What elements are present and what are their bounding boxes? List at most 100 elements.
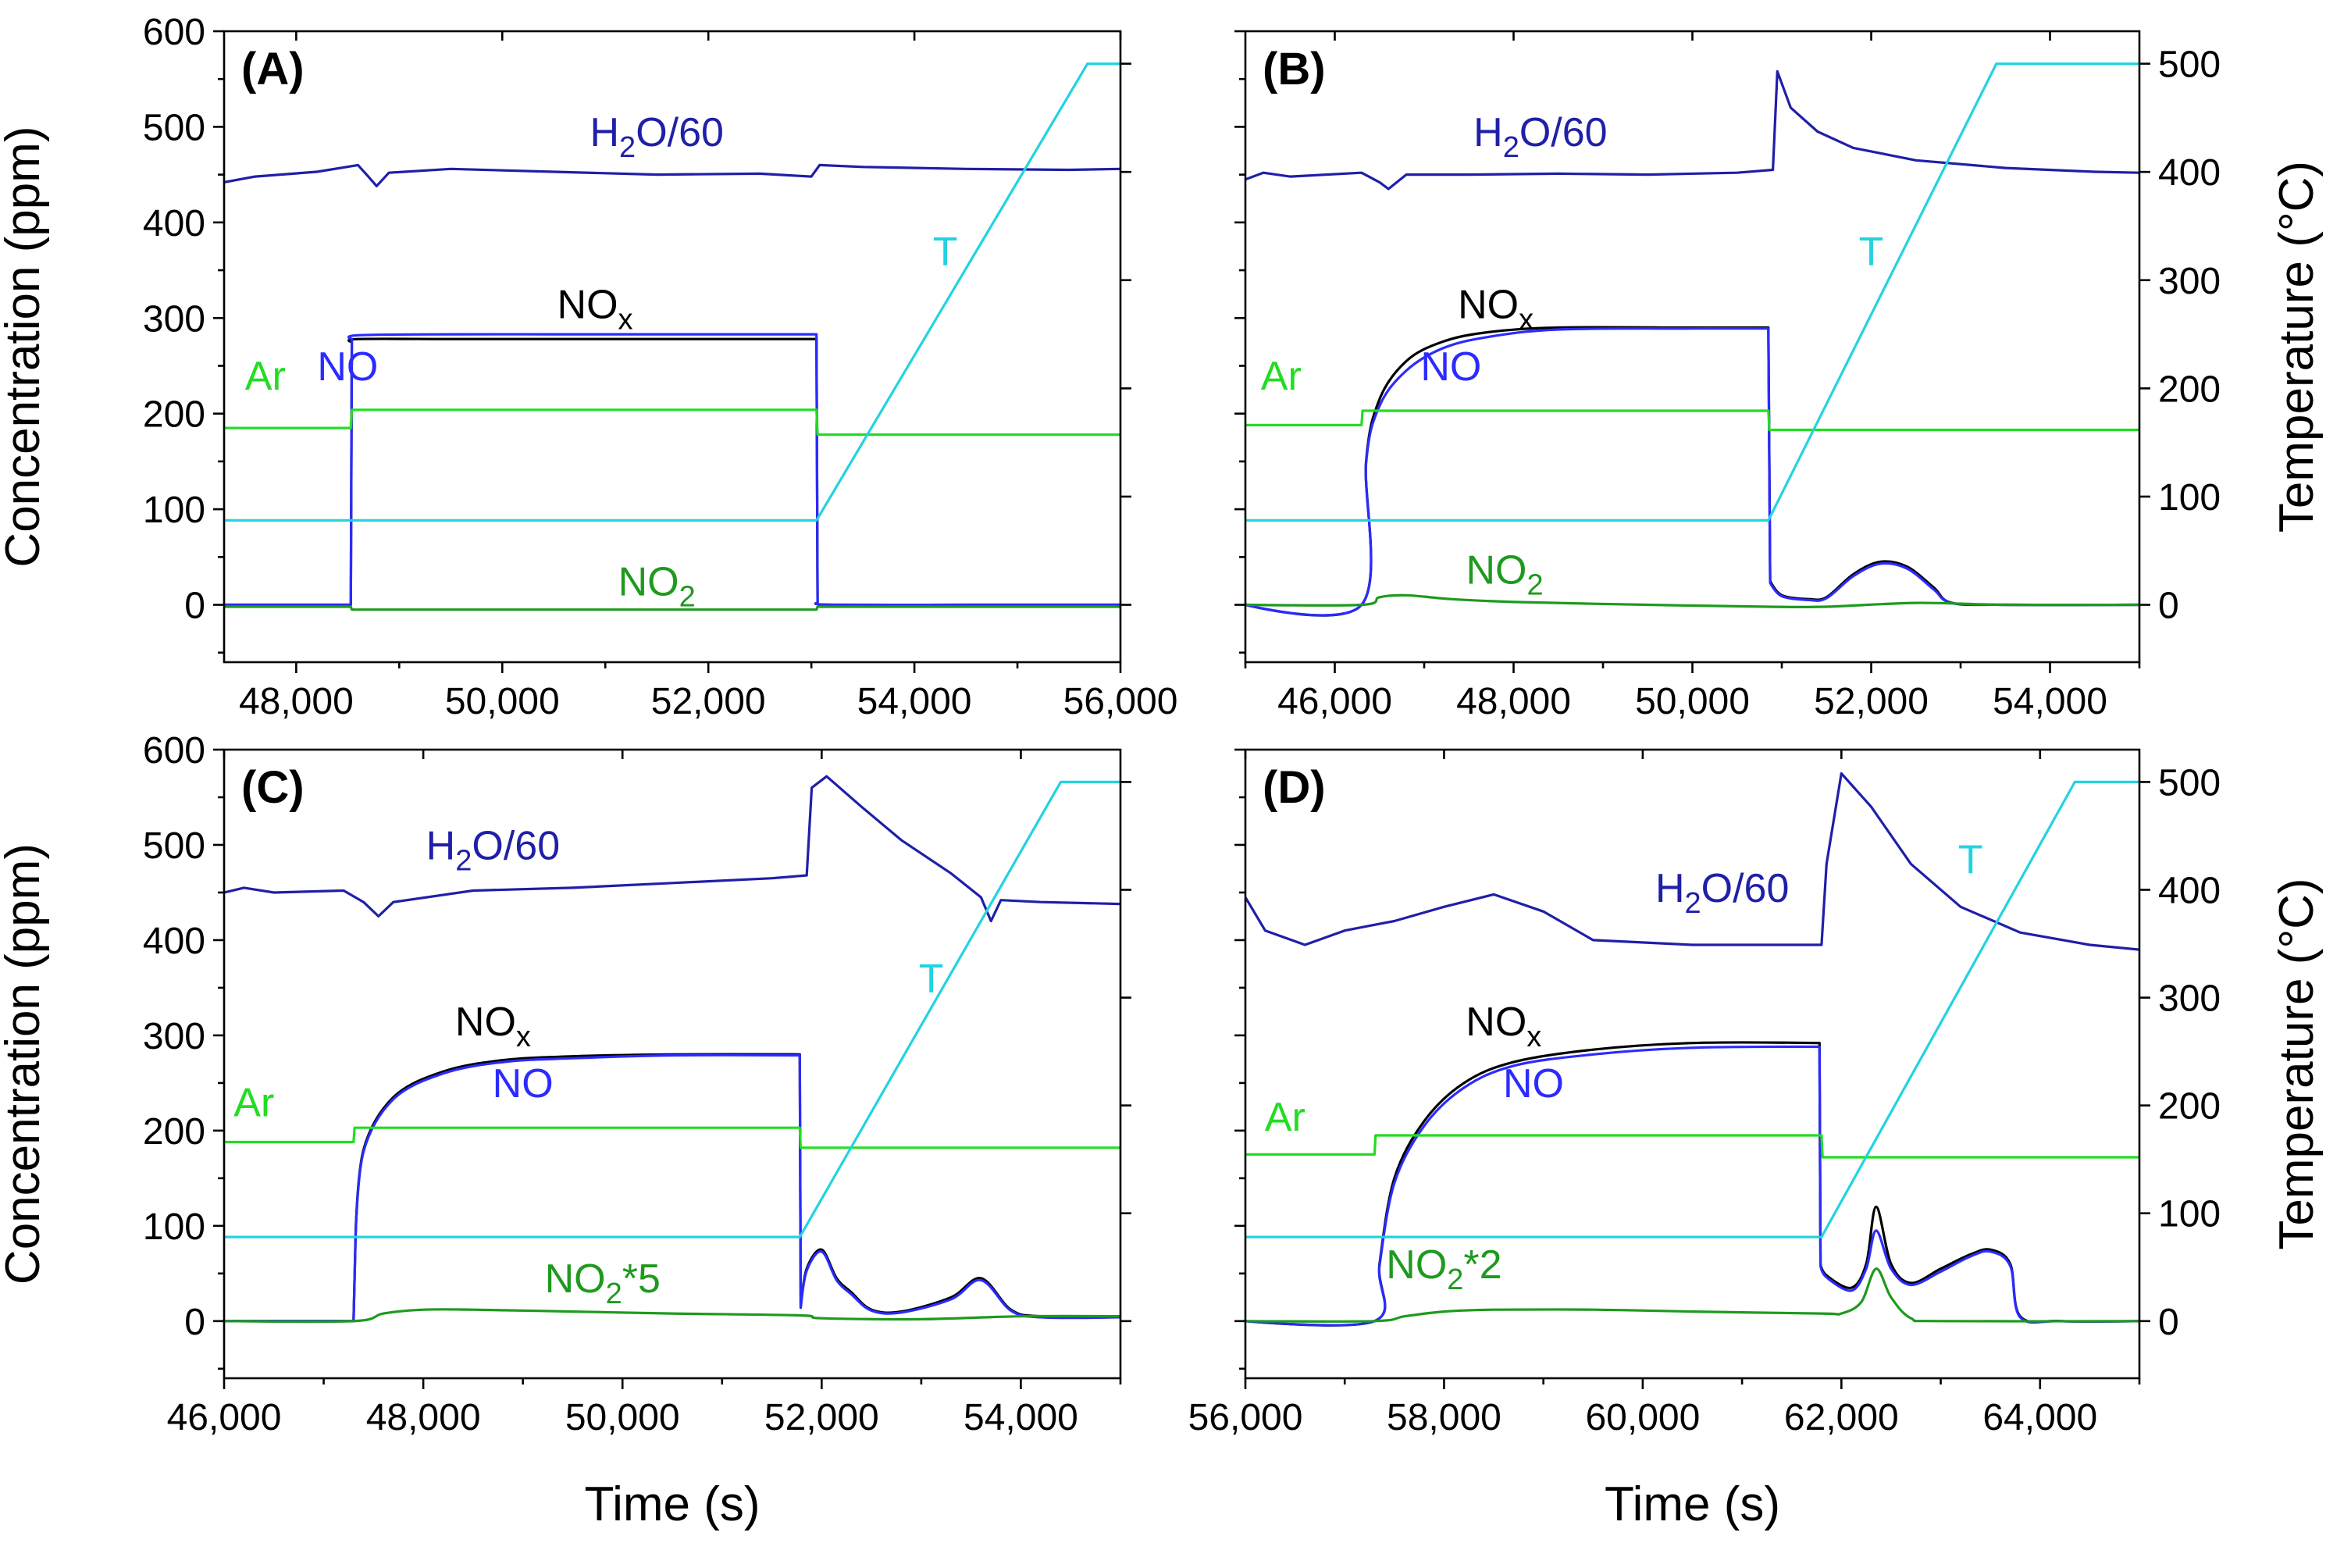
series-label-no2-2: NO2*2 <box>1386 1242 1501 1296</box>
series-line-no2-2 <box>1245 1267 2139 1323</box>
panel-c: 46,000 48,000 50,000 52,000 54,000 0 100 200 300… <box>0 730 1131 1531</box>
series-label-main: NO <box>493 1061 554 1107</box>
series-label-suffix: *5 <box>622 1256 661 1302</box>
series-label-no: NO <box>1503 1061 1564 1107</box>
panel-label: (C) <box>241 762 305 813</box>
series-label-main: Ar <box>1261 354 1302 399</box>
y-tick-label: 100 <box>143 490 205 531</box>
x-tick-label: 50,000 <box>445 681 560 722</box>
series-line-t <box>224 780 1120 1238</box>
y2-axis-title: Temperature (°C) <box>2270 161 2324 533</box>
series-label-subscript: x <box>618 303 633 336</box>
y-tick-label: 300 <box>143 298 205 340</box>
x-tick-label: 48,000 <box>1456 681 1571 722</box>
series-line-no <box>1245 1045 2139 1327</box>
plot-frame <box>223 748 1122 1380</box>
series-label-nox: NOx <box>455 1000 531 1053</box>
series-label-no2-5: NO2*5 <box>545 1256 661 1310</box>
panel-label: (A) <box>241 44 305 94</box>
x-tick-label: 56,000 <box>1188 1397 1303 1438</box>
series-label-main: NO <box>545 1256 606 1302</box>
series-label-h2o-60: H2O/60 <box>1655 866 1789 920</box>
y-tick-label: 500 <box>143 107 205 148</box>
series-label-subscript: x <box>1519 303 1533 336</box>
series-label-h2o-60: H2O/60 <box>426 823 560 877</box>
y-tick-label: 500 <box>143 825 205 867</box>
y2-tick-label: 100 <box>2158 1194 2221 1235</box>
series-label-main: NO <box>1386 1242 1447 1288</box>
series-label-subscript: 2 <box>1447 1263 1463 1296</box>
x-tick-label: 60,000 <box>1585 1397 1700 1438</box>
x-tick-label: 52,000 <box>1814 681 1929 722</box>
x-tick-label: 54,000 <box>857 681 972 722</box>
x-tick-label: 50,000 <box>565 1397 680 1438</box>
y-tick-label: 0 <box>184 586 205 627</box>
y2-tick-label: 100 <box>2158 477 2221 519</box>
series-line-no <box>1245 327 2139 617</box>
x-tick-label: 48,000 <box>366 1397 481 1438</box>
y2-tick-label: 200 <box>2158 1086 2221 1128</box>
series-label-h2o-60: H2O/60 <box>590 110 723 164</box>
plot-frame <box>223 30 1122 664</box>
x-tick-label: 62,000 <box>1784 1397 1899 1438</box>
y-tick-label: 200 <box>143 394 205 436</box>
series-label-ar: Ar <box>1265 1095 1306 1140</box>
series-group <box>224 775 1120 1324</box>
series-label-subscript: x <box>1526 1021 1541 1053</box>
x-tick-label: 56,000 <box>1063 681 1178 722</box>
series-label-main: NO <box>1466 1000 1526 1045</box>
y-axis-title: Concentration (ppm) <box>0 126 50 567</box>
series-label-no2: NO2 <box>1466 548 1543 602</box>
series-label-main: NO <box>1466 548 1526 593</box>
y-tick-label: 600 <box>143 12 205 53</box>
panel-label: (B) <box>1263 44 1326 94</box>
series-line-h2o-60 <box>224 775 1120 923</box>
series-label-suffix: O/60 <box>1701 866 1790 911</box>
series-label-subscript: x <box>516 1021 531 1053</box>
series-label-ar: Ar <box>245 354 286 399</box>
series-label-subscript: 2 <box>1685 887 1701 920</box>
series-line-ar <box>1245 1134 2139 1159</box>
series-label-main: Ar <box>1265 1095 1306 1140</box>
series-label-no: NO <box>493 1061 554 1107</box>
series-line-t <box>1245 62 2139 522</box>
y-tick-label: 100 <box>143 1206 205 1248</box>
series-label-main: H <box>1655 866 1685 911</box>
series-line-nox <box>1245 1041 2139 1327</box>
series-line-no2 <box>224 605 1120 611</box>
y2-tick-label: 500 <box>2158 45 2221 86</box>
y-tick-label: 400 <box>143 921 205 962</box>
series-label-t: T <box>1859 230 1884 275</box>
series-label-t: T <box>1958 838 1983 883</box>
panel-b: 46,000 48,000 50,000 52,000 54,000 0 100 200 300… <box>1234 30 2324 722</box>
y2-tick-label: 400 <box>2158 871 2221 912</box>
series-line-ar <box>224 1126 1120 1149</box>
y-tick-label: 600 <box>143 730 205 772</box>
series-group <box>224 62 1120 611</box>
series-label-main: T <box>919 957 944 1002</box>
series-label-suffix: O/60 <box>472 823 560 868</box>
y-tick-label: 0 <box>184 1302 205 1343</box>
series-line-ar <box>1245 409 2139 432</box>
panel-d: 56,000 58,000 60,000 62,000 64,000 0 100 200 300… <box>1188 748 2324 1531</box>
series-label-main: NO <box>1420 344 1481 390</box>
series-label-h2o-60: H2O/60 <box>1473 110 1607 164</box>
series-label-subscript: 2 <box>1526 569 1543 602</box>
y-tick-label: 200 <box>143 1111 205 1153</box>
x-tick-label: 48,000 <box>239 681 354 722</box>
y2-axis-title: Temperature (°C) <box>2270 878 2324 1249</box>
series-label-main: Ar <box>233 1081 274 1126</box>
series-label-main: NO <box>1458 282 1519 327</box>
y-tick-label: 300 <box>143 1016 205 1057</box>
x-tick-label: 46,000 <box>167 1397 282 1438</box>
series-label-main: H <box>590 110 619 155</box>
series-line-no2-5 <box>224 1308 1120 1324</box>
series-label-suffix: O/60 <box>1519 110 1608 155</box>
series-label-nox: NOx <box>1458 282 1533 336</box>
x-axis-title: Time (s) <box>1605 1477 1780 1531</box>
series-label-ar: Ar <box>233 1081 274 1126</box>
y2-tick-label: 400 <box>2158 152 2221 194</box>
series-label-main: NO <box>455 1000 516 1045</box>
y2-tick-label: 300 <box>2158 978 2221 1020</box>
series-label-no2: NO2 <box>618 559 696 613</box>
